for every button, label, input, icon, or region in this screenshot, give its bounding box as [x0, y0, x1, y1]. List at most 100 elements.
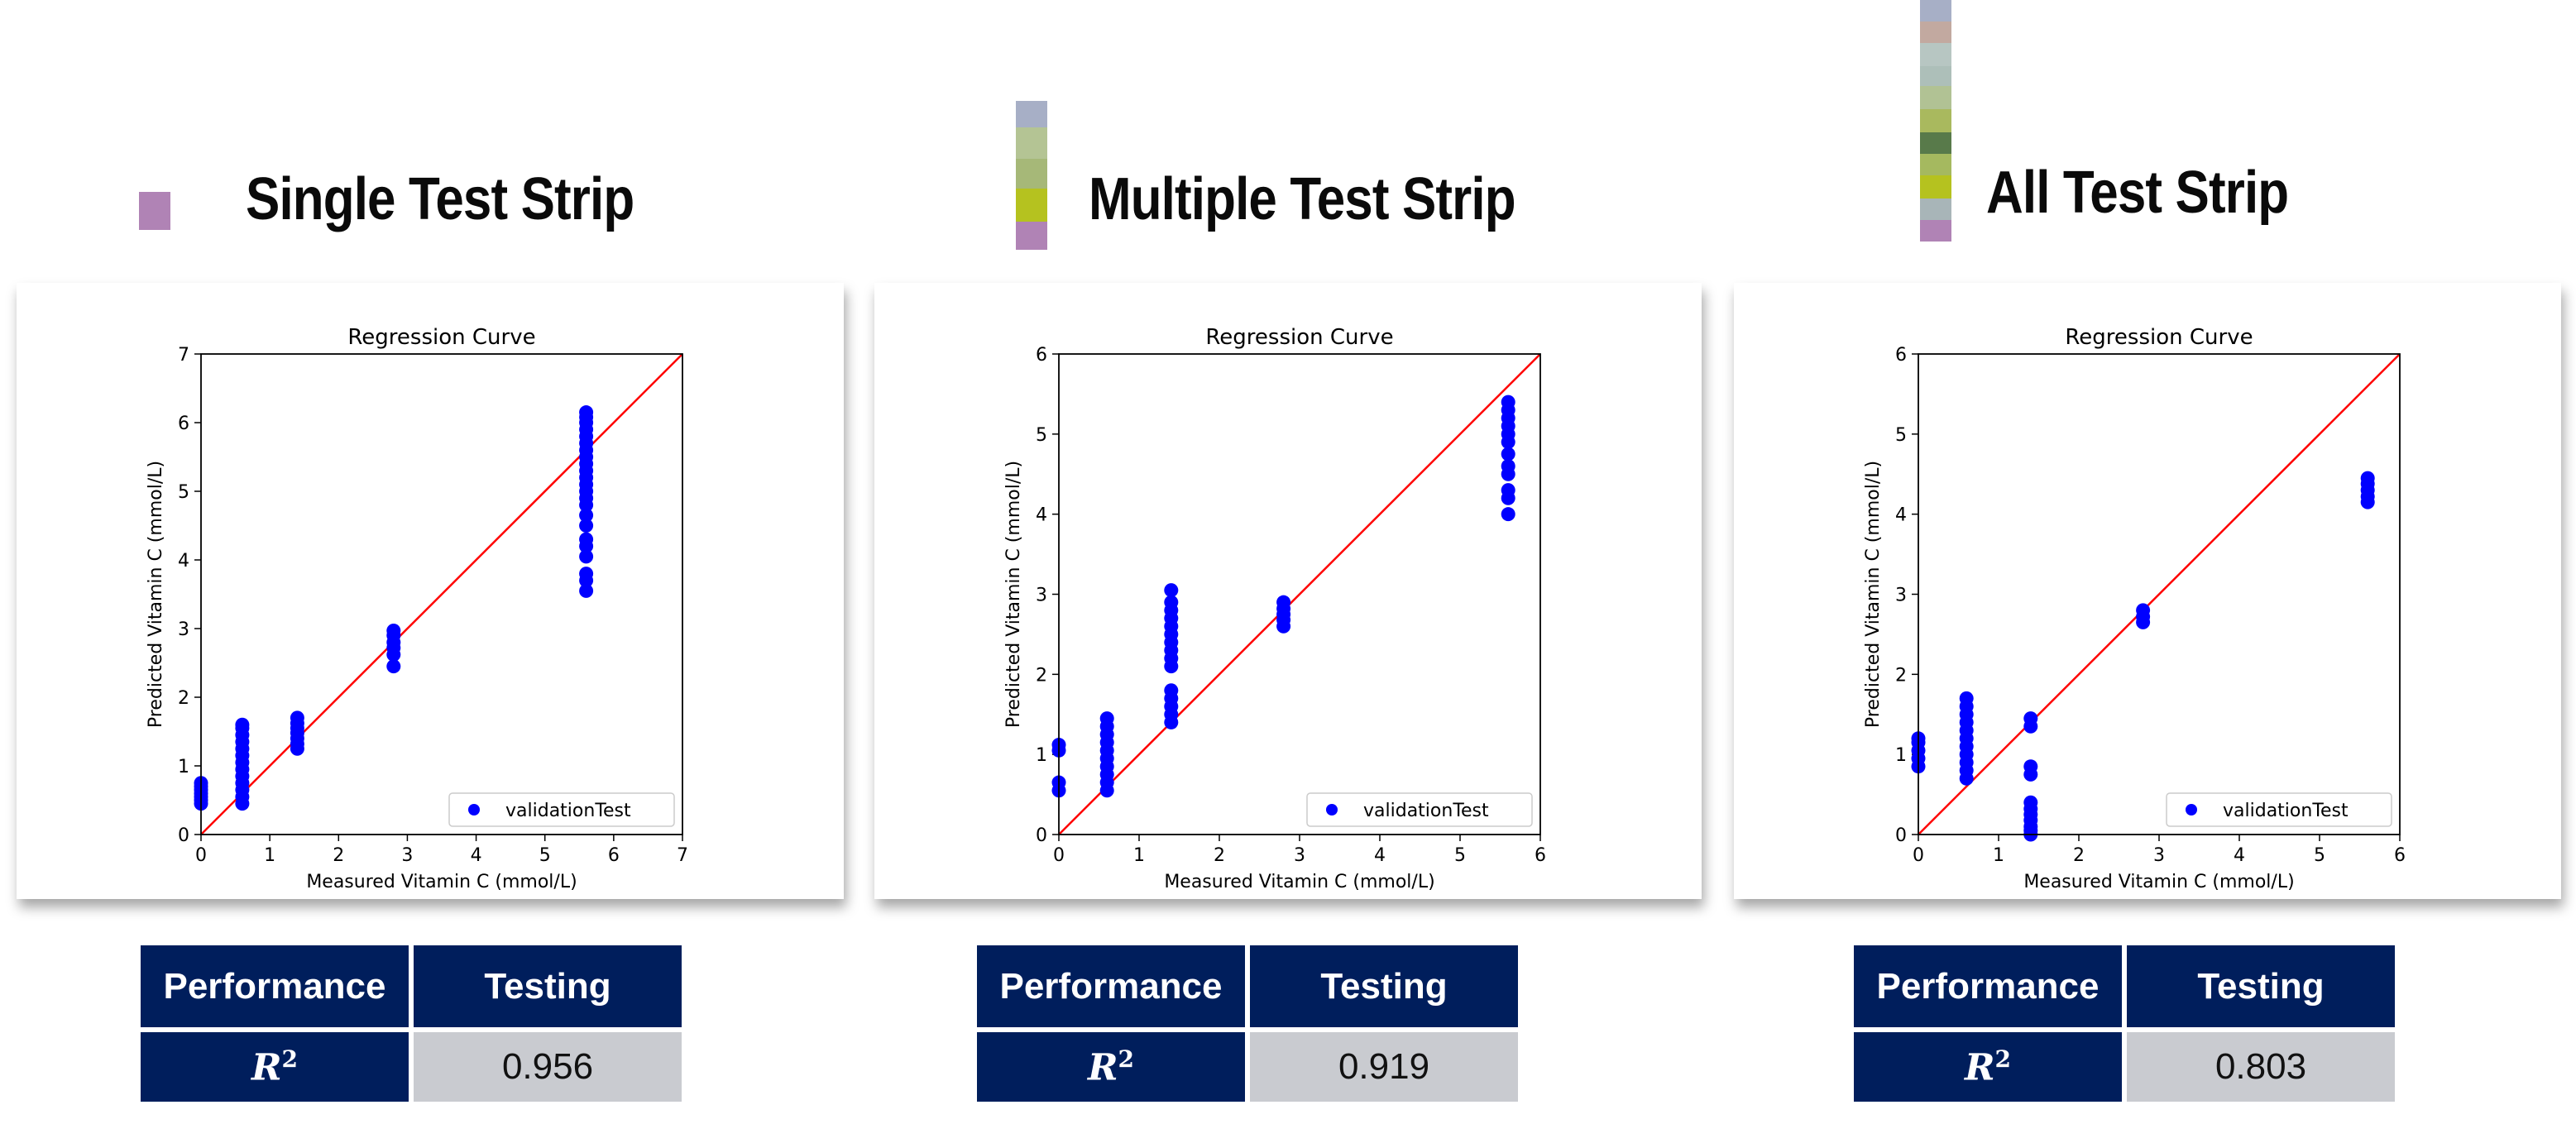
data-point — [1501, 507, 1515, 522]
r-squared-label: R2 — [977, 1032, 1245, 1102]
data-point — [2023, 795, 2038, 810]
legend-label: validationTest — [2223, 801, 2349, 821]
y-axis-label: Predicted Vitamin C (mmol/L) — [1003, 461, 1024, 728]
reference-line — [200, 353, 683, 835]
chart-svg: Regression Curve 0 1 2 3 4 5 6 0 1 2 3 4 5 6 Measured V… — [1863, 325, 2406, 892]
chart-title: Regression Curve — [2065, 325, 2253, 350]
y-tick-label: 5 — [1036, 425, 1047, 446]
x-tick-label: 5 — [539, 845, 551, 866]
x-tick-label: 2 — [333, 845, 344, 866]
x-tick-label: 4 — [2234, 845, 2245, 866]
strip-pad — [1016, 222, 1047, 250]
data-point — [579, 532, 594, 547]
strip-pad — [1920, 175, 1951, 198]
data-point — [290, 710, 304, 725]
y-tick-label: 6 — [178, 414, 189, 434]
testing-header: Testing — [414, 945, 682, 1027]
legend-box — [448, 792, 675, 827]
y-axis-label: Predicted Vitamin C (mmol/L) — [146, 461, 166, 728]
strip-pad — [1016, 101, 1047, 127]
color-strip — [139, 192, 170, 230]
plot-frame — [1058, 353, 1541, 835]
data-point — [235, 717, 250, 732]
x-tick-label: 3 — [401, 845, 413, 866]
data-point — [579, 405, 594, 420]
x-tick-label: 6 — [608, 845, 620, 866]
data-point — [2023, 711, 2038, 726]
legend-box — [2166, 792, 2392, 827]
performance-header: Performance — [977, 945, 1245, 1027]
x-tick-label: 6 — [2394, 845, 2406, 866]
data-point — [386, 623, 401, 638]
x-tick-label: 4 — [471, 845, 482, 866]
legend-marker — [468, 804, 480, 815]
r-squared-value: 0.803 — [2127, 1032, 2395, 1102]
r-squared-value: 0.956 — [414, 1032, 682, 1102]
y-tick-label: 4 — [1895, 505, 1907, 526]
data-point — [386, 659, 401, 674]
x-tick-label: 5 — [2314, 845, 2325, 866]
x-axis-label: Measured Vitamin C (mmol/L) — [306, 872, 577, 892]
data-point — [1501, 447, 1515, 462]
legend-marker — [2186, 804, 2197, 815]
metric-symbol: R — [1087, 1046, 1118, 1089]
strip-pad — [1920, 86, 1951, 109]
x-axis-label: Measured Vitamin C (mmol/L) — [2023, 872, 2294, 892]
regression-chart: Regression Curve 0 1 2 3 4 5 6 0 1 2 3 4 5 6 Measured V… — [874, 283, 1702, 899]
strip-pad — [1920, 0, 1951, 22]
data-point — [579, 508, 594, 523]
strip-pad — [1920, 43, 1951, 66]
data-point — [1164, 583, 1179, 598]
y-tick-label: 7 — [178, 345, 189, 366]
x-tick-label: 0 — [1053, 845, 1065, 866]
x-tick-label: 3 — [1294, 845, 1305, 866]
x-tick-label: 6 — [1535, 845, 1546, 866]
performance-header: Performance — [141, 945, 409, 1027]
data-point — [1276, 595, 1291, 610]
data-point — [1164, 683, 1179, 698]
testing-header: Testing — [1250, 945, 1518, 1027]
metric-exponent: 2 — [1994, 1045, 2012, 1073]
performance-header: Performance — [1854, 945, 2122, 1027]
x-tick-label: 4 — [1374, 845, 1386, 866]
chart-svg: Regression Curve 0 1 2 3 4 5 6 0 1 2 3 4 5 6 Measured V… — [1003, 325, 1546, 892]
data-point — [1164, 595, 1179, 610]
legend-marker — [1326, 804, 1338, 815]
x-tick-label: 1 — [1133, 845, 1145, 866]
y-tick-label: 0 — [1895, 825, 1907, 846]
y-tick-label: 1 — [1895, 745, 1907, 766]
r-squared-label: R2 — [141, 1032, 409, 1102]
chart-title: Regression Curve — [1205, 325, 1393, 350]
regression-chart: Regression Curve 0 1 2 3 4 5 6 7 0 1 2 3 4 5 6 7 Measured… — [17, 283, 844, 899]
strip-pad — [1920, 22, 1951, 43]
y-tick-label: 4 — [178, 551, 189, 572]
metric-symbol: R — [251, 1046, 282, 1089]
strip-pad — [1920, 132, 1951, 154]
y-tick-label: 2 — [178, 688, 189, 709]
strip-pad — [139, 192, 170, 230]
plot-frame — [1918, 353, 2401, 835]
chart-svg: Regression Curve 0 1 2 3 4 5 6 7 0 1 2 3 4 5 6 7 Measured… — [146, 325, 688, 892]
x-tick-label: 2 — [1214, 845, 1225, 866]
strip-pad — [1920, 154, 1951, 175]
panel-title: Multiple Test Strip — [1089, 166, 1516, 232]
color-strip — [1920, 0, 1951, 242]
data-point — [1501, 395, 1515, 409]
y-tick-label: 0 — [1036, 825, 1047, 846]
panel-title: All Test Strip — [1986, 160, 2289, 226]
data-point — [1501, 483, 1515, 498]
x-tick-label: 0 — [1913, 845, 1924, 866]
reference-line — [1918, 353, 2401, 835]
strip-pad — [1016, 189, 1047, 222]
regression-chart: Regression Curve 0 1 2 3 4 5 6 0 1 2 3 4 5 6 Measured V… — [1734, 283, 2561, 899]
x-tick-label: 1 — [1993, 845, 2004, 866]
r-squared-value: 0.919 — [1250, 1032, 1518, 1102]
strip-pad — [1016, 127, 1047, 159]
data-point — [579, 549, 594, 564]
data-point — [2136, 603, 2151, 618]
y-tick-label: 3 — [178, 619, 189, 640]
strip-pad — [1920, 66, 1951, 86]
data-point — [2023, 759, 2038, 774]
performance-table: Performance Testing R2 0.919 — [972, 940, 1523, 1107]
strip-pad — [1920, 198, 1951, 220]
